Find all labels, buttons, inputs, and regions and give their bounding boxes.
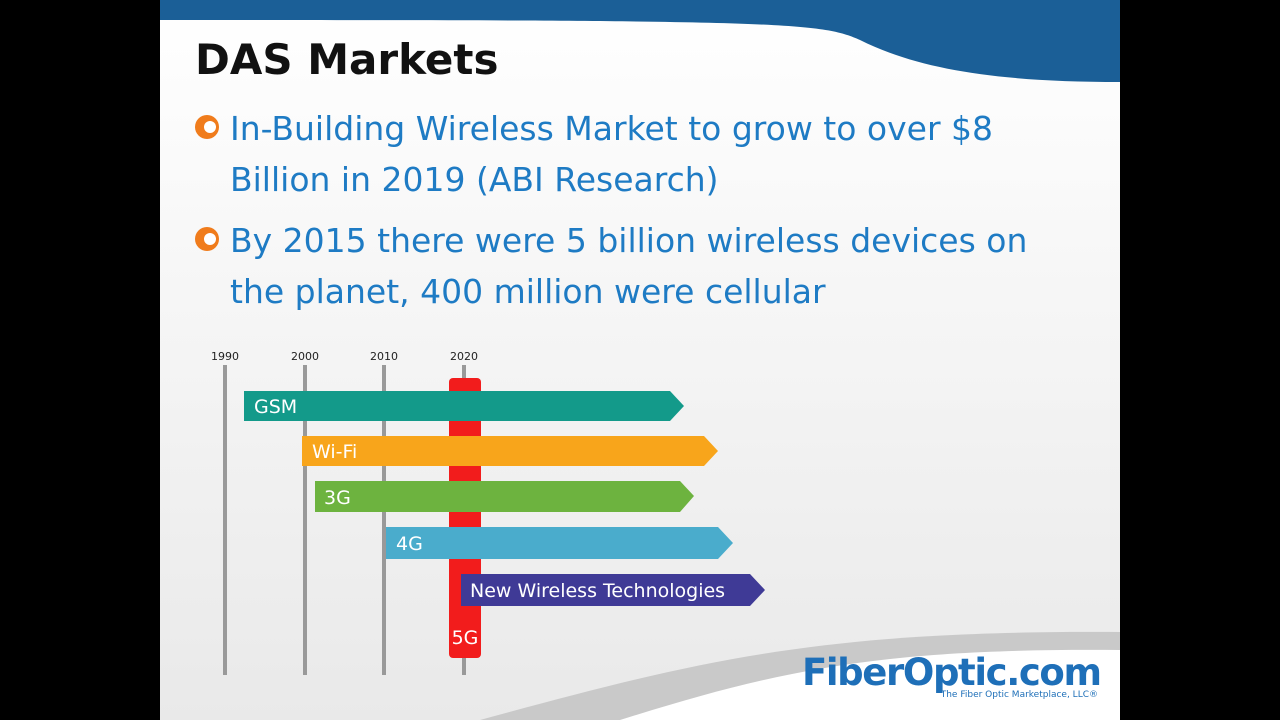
tech-label: 4G bbox=[396, 533, 423, 555]
top-swoosh bbox=[160, 0, 1120, 82]
tech-label: New Wireless Technologies bbox=[470, 580, 725, 602]
highlight-label: 5G bbox=[452, 627, 479, 649]
tech-bar bbox=[461, 574, 765, 606]
bottom-swoosh-light bbox=[620, 649, 1120, 720]
bullet-text: In-Building Wireless Market to grow to o… bbox=[230, 109, 993, 199]
year-line bbox=[303, 365, 307, 675]
year-line bbox=[223, 365, 227, 675]
tech-bar bbox=[315, 481, 694, 512]
bullet-icon bbox=[195, 115, 219, 139]
tech-label: Wi-Fi bbox=[312, 441, 357, 463]
tech-label: GSM bbox=[254, 396, 297, 418]
year-label: 2020 bbox=[450, 350, 478, 363]
logo-tagline: The Fiber Optic Marketplace, LLC® bbox=[940, 690, 1098, 700]
slide-title: DAS Markets bbox=[195, 35, 498, 84]
year-label: 1990 bbox=[211, 350, 239, 363]
tech-bar bbox=[244, 391, 684, 421]
timeline: 1990 2000 2010 2020 5G GSM Wi-Fi 3G 4G N… bbox=[211, 350, 765, 675]
bullet-text: By 2015 there were 5 billion wireless de… bbox=[230, 221, 1027, 311]
tech-bar bbox=[302, 436, 718, 466]
tech-label: 3G bbox=[324, 487, 351, 509]
bullet-icon bbox=[195, 227, 219, 251]
year-label: 2010 bbox=[370, 350, 398, 363]
year-line bbox=[382, 365, 386, 675]
logo-brand: FiberOptic.com bbox=[802, 651, 1102, 694]
year-label: 2000 bbox=[291, 350, 319, 363]
tech-bar bbox=[386, 527, 733, 559]
